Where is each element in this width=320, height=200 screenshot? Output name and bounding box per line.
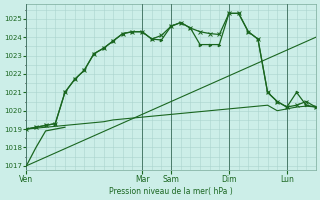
X-axis label: Pression niveau de la mer( hPa ): Pression niveau de la mer( hPa ) [109,187,233,196]
